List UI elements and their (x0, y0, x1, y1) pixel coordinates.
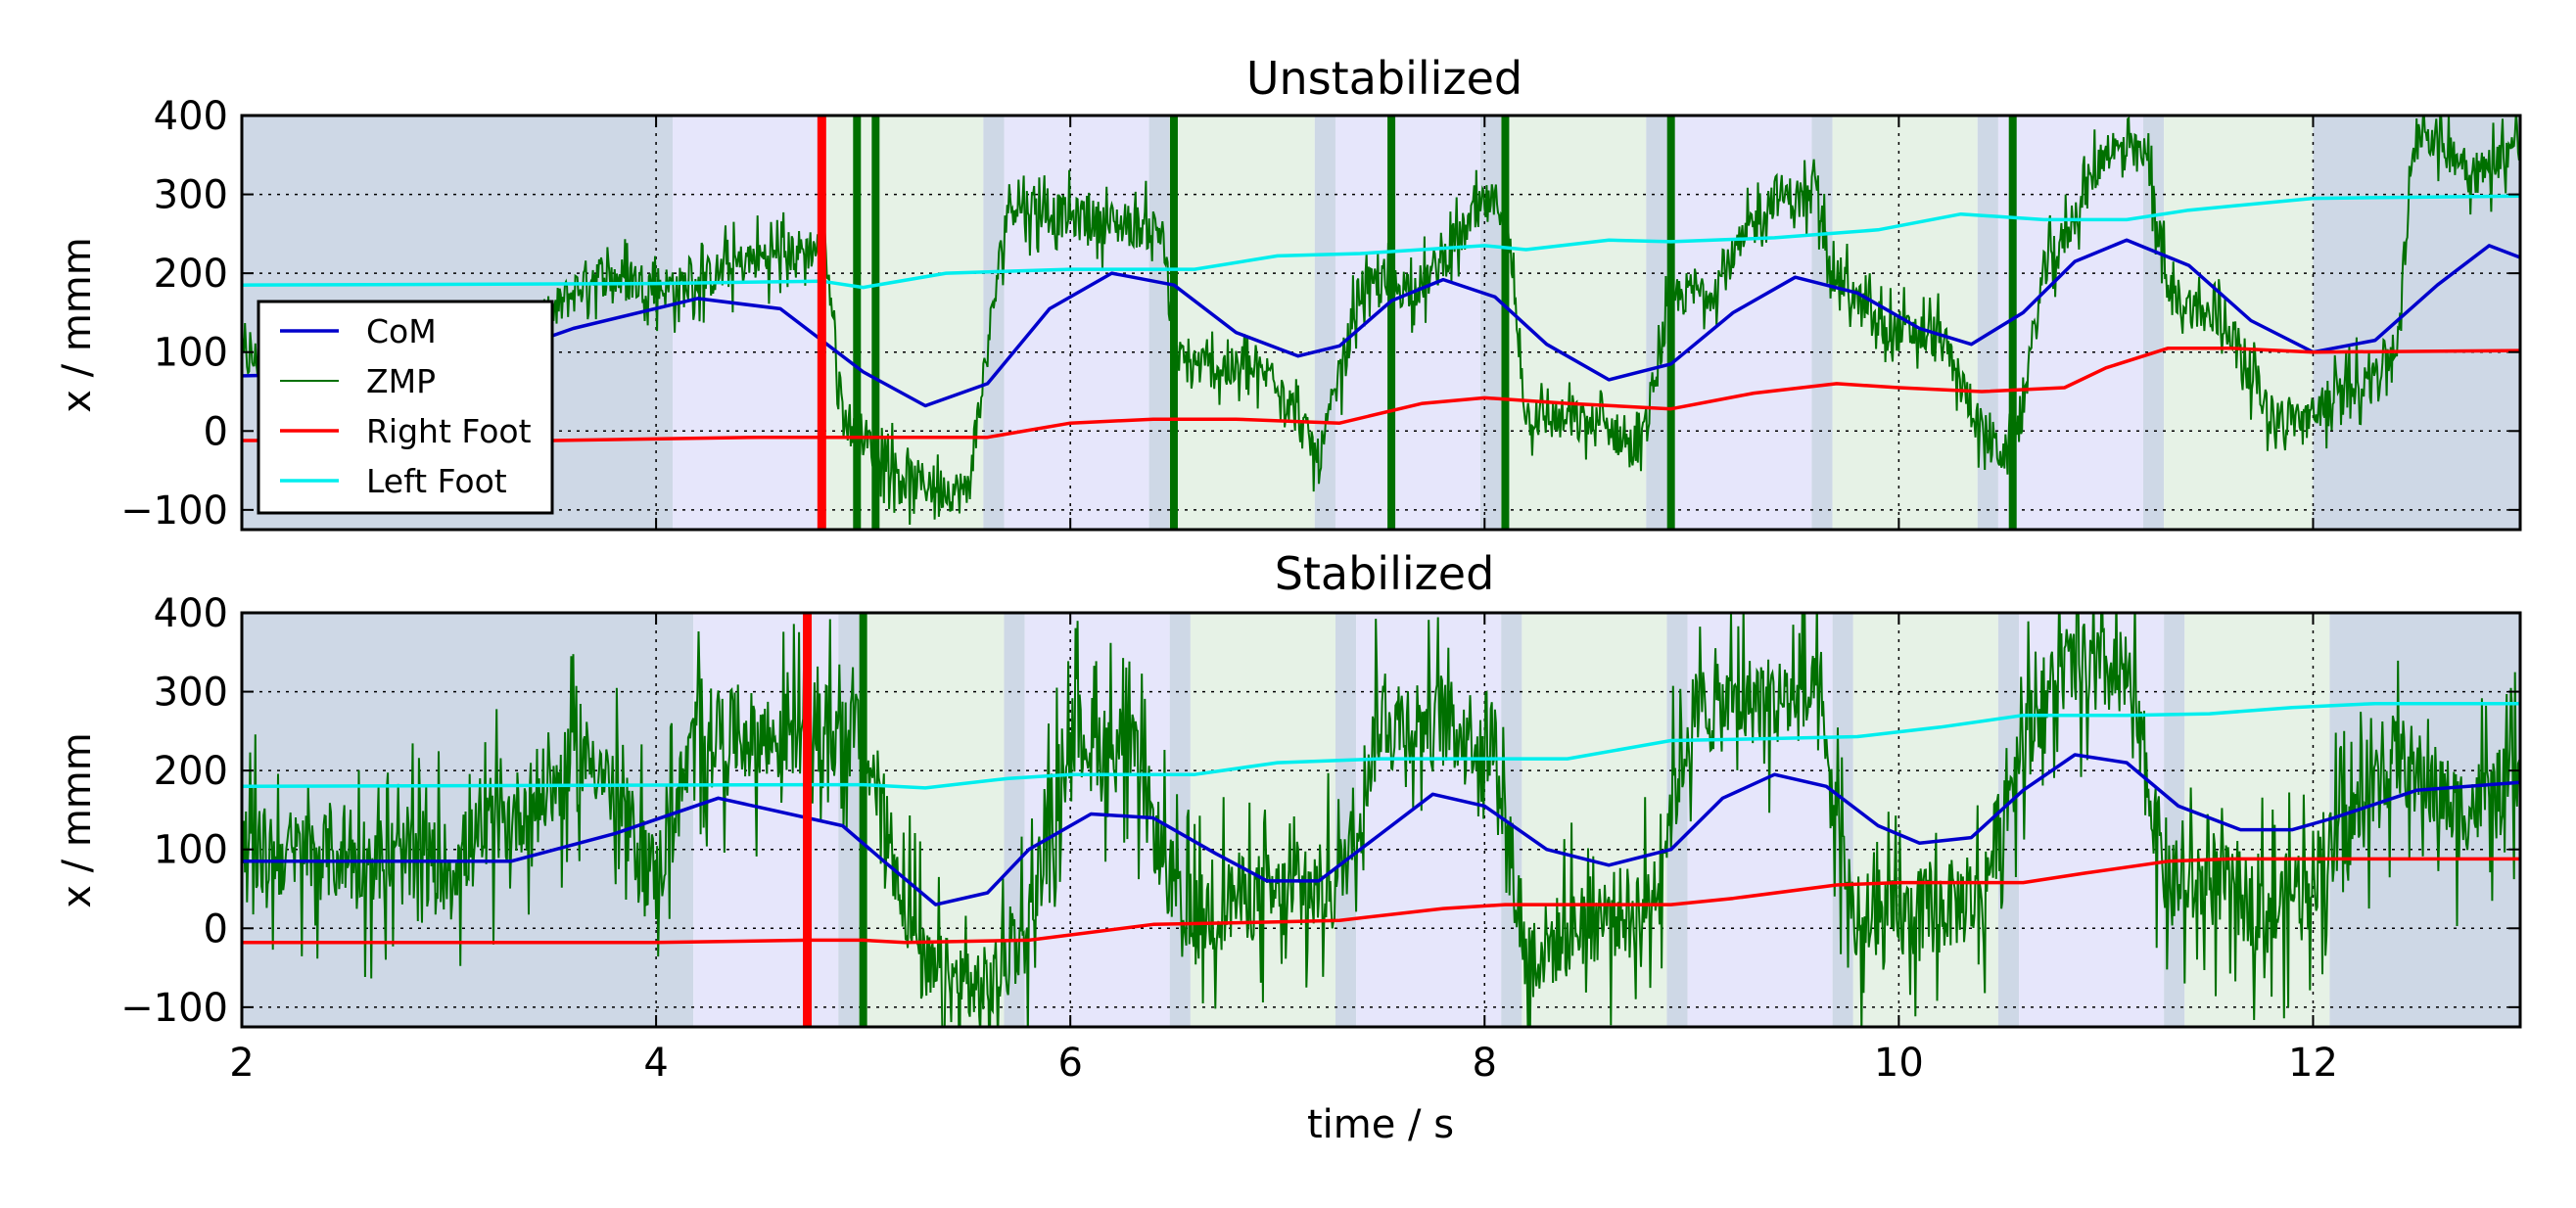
zmp-dense-band (2008, 116, 2017, 530)
phase-band-right (1997, 116, 2143, 530)
phase-band-right (1004, 116, 1149, 530)
phase-band-left (2164, 116, 2314, 530)
right-foot-line (242, 857, 2520, 945)
y-tick-label: 300 (154, 671, 228, 716)
y-tick-label: 400 (154, 94, 228, 139)
unstabilized-panel: Unstabilized x / mmm −100 0 100 200 300 400 Co… (55, 52, 2522, 534)
y-tick-label: −100 (120, 488, 228, 534)
x-tick-label: 10 (1874, 1041, 1924, 1086)
phase-band-double (2164, 613, 2185, 1027)
phase-band-left (1852, 613, 1998, 1027)
stabilized-panel: Stabilized x / mmm time / s 2 4 6 8 10 12 −100… (55, 547, 2522, 1147)
unstabilized-title: Unstabilized (1246, 52, 1522, 105)
y-tick-label: 100 (154, 828, 228, 873)
phase-band-double (1977, 116, 1998, 530)
phase-band-double (1811, 116, 1833, 530)
phase-bands (242, 613, 2520, 1027)
y-tick-label: 0 (204, 906, 228, 952)
legend-label-right-foot: Right Foot (366, 412, 532, 450)
unstabilized-ylabel: x / mmm (55, 237, 100, 412)
y-tick-label: 0 (204, 409, 228, 454)
phase-bands (242, 116, 2520, 530)
zmp-dense-band (871, 116, 880, 530)
zmp-dense-band (1169, 116, 1178, 530)
y-tick-label: 400 (154, 591, 228, 636)
plot-frame (240, 114, 2522, 532)
phase-band-double (1480, 116, 1502, 530)
y-tick-label: 200 (154, 252, 228, 297)
zmp-dense-band (1666, 116, 1675, 530)
phase-band-right (1335, 116, 1481, 530)
plot-lines (242, 613, 2520, 1027)
y-tick-label: −100 (120, 986, 228, 1031)
phase-band-double (1314, 116, 1335, 530)
plot-frame (240, 611, 2522, 1029)
stabilized-ylabel: x / mmm (55, 732, 100, 907)
phase-band-double (1148, 116, 1170, 530)
zmp-line (242, 116, 2520, 526)
zmp-dense-band (1501, 116, 1510, 530)
phase-band-double (983, 116, 1005, 530)
legend-box (257, 300, 554, 515)
legend-label-com: CoM (366, 312, 437, 350)
ticks: −100 0 100 200 300 400 (120, 94, 2520, 534)
stabilized-title: Stabilized (1275, 547, 1495, 600)
x-tick-label: 12 (2288, 1041, 2338, 1086)
plot-lines (242, 116, 2520, 530)
x-tick-label: 6 (1057, 1041, 1082, 1086)
zmp-dense-band (1387, 116, 1396, 530)
legend-label-left-foot: Left Foot (366, 462, 507, 500)
zmp-dense-band (859, 613, 867, 1027)
y-tick-label: 100 (154, 331, 228, 376)
ticks: 2 4 6 8 10 12 −100 0 100 200 300 400 (120, 591, 2520, 1086)
com-line (242, 238, 2520, 408)
zmp-dense-band (853, 116, 862, 530)
right-foot-line (242, 346, 2520, 442)
phase-band-right (673, 116, 826, 530)
phase-band-double (1335, 613, 1357, 1027)
phase-band-double (838, 613, 860, 1027)
com-line (242, 753, 2520, 906)
phase-band-left (1169, 116, 1315, 530)
phase-band-double (2329, 613, 2520, 1027)
phase-band-left (2184, 613, 2330, 1027)
zmp-line (242, 613, 2520, 1027)
phase-band-left (825, 116, 984, 530)
y-tick-label: 200 (154, 749, 228, 794)
x-tick-label: 4 (643, 1041, 668, 1086)
legend-label-zmp: ZMP (366, 362, 436, 400)
x-axis-label: time / s (1307, 1102, 1454, 1147)
phase-band-double (2142, 116, 2165, 530)
phase-band-double (2313, 116, 2520, 530)
left-foot-line (242, 701, 2520, 790)
legend: CoM ZMP Right Foot Left Foot (257, 300, 554, 515)
left-foot-line (242, 194, 2520, 290)
y-tick-label: 300 (154, 173, 228, 218)
x-tick-label: 2 (229, 1041, 254, 1086)
phase-band-right (1666, 116, 1812, 530)
phase-band-double (1646, 116, 1667, 530)
x-tick-label: 8 (1473, 1041, 1497, 1086)
